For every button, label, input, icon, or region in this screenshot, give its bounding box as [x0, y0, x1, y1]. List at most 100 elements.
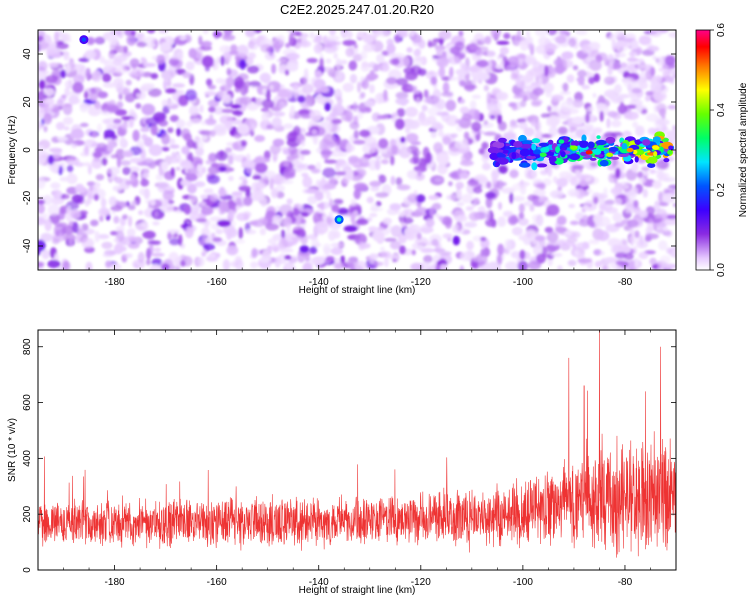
noise-speckle: [496, 179, 504, 190]
noise-speckle: [93, 37, 105, 44]
spectrogram-y-label: Frequency (Hz): [7, 116, 18, 185]
noise-speckle: [435, 213, 440, 219]
noise-speckle: [442, 233, 453, 239]
noise-speckle: [360, 63, 370, 72]
noise-speckle: [108, 50, 115, 60]
noise-speckle: [120, 124, 129, 129]
noise-speckle: [240, 140, 248, 147]
noise-speckle: [260, 196, 268, 207]
noise-speckle: [114, 66, 128, 75]
noise-speckle: [99, 215, 104, 222]
noise-speckle: [567, 259, 577, 267]
noise-speckle: [495, 64, 504, 70]
noise-speckle: [410, 262, 424, 270]
noise-speckle: [135, 33, 142, 45]
noise-speckle: [649, 169, 656, 174]
noise-speckle: [312, 211, 322, 224]
isolated-spot-core: [336, 217, 342, 222]
noise-speckle: [406, 47, 413, 53]
noise-speckle: [209, 193, 219, 202]
noise-speckle: [206, 78, 213, 87]
noise-speckle: [383, 257, 389, 268]
noise-speckle: [418, 68, 427, 77]
noise-speckle: [119, 136, 127, 147]
spectrogram-y-ticks: -40 -20 0 20 40: [22, 48, 676, 253]
noise-speckle: [276, 191, 285, 199]
noise-speckle: [312, 38, 322, 43]
noise-speckle: [162, 105, 170, 114]
noise-speckle: [122, 150, 133, 158]
noise-speckle: [346, 30, 353, 40]
noise-speckle: [588, 239, 600, 245]
noise-speckle: [140, 57, 146, 62]
noise-speckle: [375, 159, 381, 171]
noise-speckle: [322, 167, 336, 179]
noise-speckle: [581, 84, 591, 90]
noise-speckle: [313, 43, 323, 54]
noise-speckle: [71, 142, 78, 149]
y-tick-label: -40: [22, 238, 33, 253]
noise-speckle: [461, 113, 473, 121]
noise-speckle: [135, 223, 149, 232]
noise-speckle: [112, 185, 124, 192]
noise-speckle: [48, 62, 59, 67]
noise-speckle: [480, 248, 485, 257]
noise-speckle: [221, 108, 235, 114]
noise-speckle: [41, 249, 50, 260]
noise-speckle: [209, 216, 222, 222]
noise-speckle: [639, 81, 649, 90]
noise-speckle: [434, 177, 443, 183]
noise-speckle: [54, 31, 60, 43]
noise-speckle: [378, 174, 387, 184]
noise-speckle: [252, 174, 262, 180]
noise-speckle: [97, 91, 108, 99]
noise-speckle: [508, 102, 517, 108]
noise-speckle: [358, 241, 366, 251]
noise-speckle: [142, 62, 157, 68]
noise-speckle: [366, 73, 379, 80]
noise-speckle: [61, 225, 75, 235]
noise-speckle: [666, 214, 676, 220]
noise-speckle: [160, 161, 169, 171]
noise-speckle: [245, 30, 256, 38]
x-tick-label: -120: [411, 577, 431, 588]
noise-speckle: [218, 166, 227, 172]
noise-speckle: [169, 114, 179, 123]
noise-speckle: [234, 87, 241, 93]
noise-speckle: [460, 169, 468, 177]
noise-speckle: [117, 86, 131, 95]
y-tick-label: 800: [22, 338, 33, 355]
noise-speckle: [328, 211, 334, 219]
noise-speckle: [496, 40, 510, 46]
noise-speckle: [190, 183, 195, 188]
noise-speckle: [365, 259, 379, 270]
noise-speckle: [632, 246, 638, 255]
noise-speckle: [637, 171, 644, 179]
noise-speckle: [456, 201, 465, 207]
noise-speckle: [285, 52, 300, 60]
noise-speckle: [267, 238, 278, 245]
noise-speckle: [283, 216, 292, 228]
noise-speckle: [47, 204, 60, 216]
noise-speckle: [356, 31, 365, 39]
noise-speckle: [353, 130, 359, 139]
noise-speckle: [352, 53, 363, 62]
noise-speckle: [607, 111, 618, 118]
noise-speckle: [610, 187, 622, 195]
noise-speckle: [421, 104, 428, 112]
noise-speckle: [498, 121, 507, 131]
noise-speckle: [307, 195, 318, 205]
signal-band-cell: [547, 139, 554, 145]
noise-speckle: [476, 72, 490, 81]
noise-speckle: [149, 264, 162, 270]
noise-speckle: [324, 102, 332, 112]
noise-speckle: [366, 196, 374, 204]
noise-speckle: [468, 211, 481, 222]
snr-frame: [37, 329, 677, 571]
noise-speckle: [160, 263, 170, 270]
noise-speckle: [151, 252, 165, 257]
noise-speckle: [182, 71, 192, 79]
noise-speckle: [150, 73, 159, 80]
noise-speckle: [603, 91, 609, 97]
noise-speckle: [406, 234, 416, 241]
